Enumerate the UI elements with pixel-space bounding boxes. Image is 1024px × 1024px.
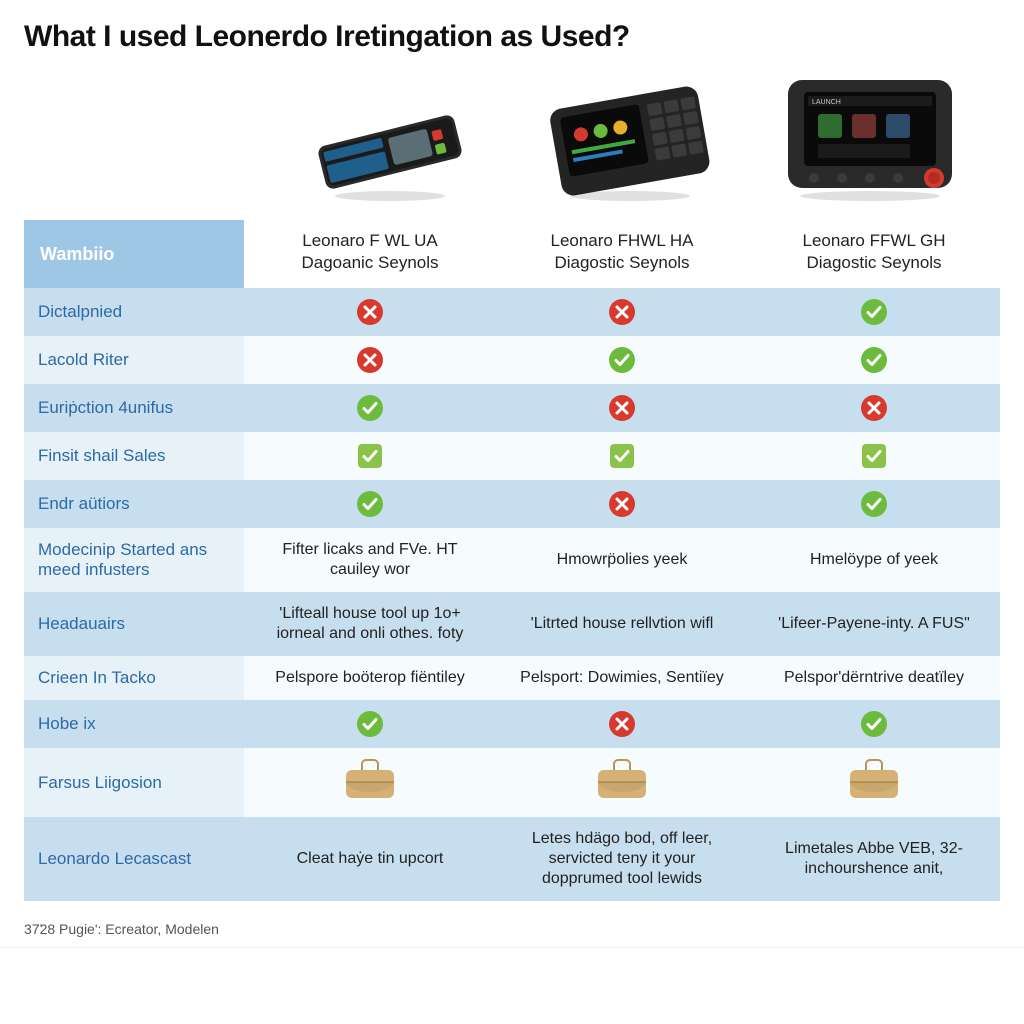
check-icon <box>608 346 636 374</box>
check-square-icon <box>608 442 636 470</box>
table-cell <box>496 288 748 336</box>
table-row: Crieen In TackoPelspore boöterop fiëntil… <box>24 656 1000 700</box>
table-row: Farsus Liigosion <box>24 748 1000 817</box>
row-label: Farsus Liigosion <box>24 748 244 817</box>
table-cell <box>748 336 1000 384</box>
product-image-ha <box>530 82 730 202</box>
check-icon <box>860 710 888 738</box>
table-cell <box>496 700 748 748</box>
table-row: Modecinip Started ans meed infustersFift… <box>24 528 1000 592</box>
product-image-ua <box>290 102 490 202</box>
table-cell <box>244 480 496 528</box>
table-cell <box>244 336 496 384</box>
table-cell <box>244 288 496 336</box>
table-cell: Pelspore boöterop fiëntiley <box>244 656 496 700</box>
check-icon <box>860 490 888 518</box>
table-cell <box>748 480 1000 528</box>
row-label: Hobe ix <box>24 700 244 748</box>
table-cell <box>748 700 1000 748</box>
check-square-icon <box>356 442 384 470</box>
table-cell <box>244 700 496 748</box>
table-row: Leonardo LecascastCleat haẏe tin upcortL… <box>24 817 1000 901</box>
table-row: Finsit shail Sales <box>24 432 1000 480</box>
table-cell <box>244 384 496 432</box>
x-icon <box>860 394 888 422</box>
table-cell <box>748 384 1000 432</box>
table-row: Euriṗction 4unifus <box>24 384 1000 432</box>
bag-icon <box>592 758 652 802</box>
table-cell: Pelspor'dërntrive deatïley <box>748 656 1000 700</box>
tablet-keypad-device-icon <box>535 82 725 202</box>
check-icon <box>860 346 888 374</box>
x-icon <box>608 710 636 738</box>
table-cell <box>496 384 748 432</box>
x-icon <box>608 298 636 326</box>
row-label: Endr aütiors <box>24 480 244 528</box>
bag-icon <box>844 758 904 802</box>
table-row: Dictalpnied <box>24 288 1000 336</box>
feature-column-header: Wambiio <box>24 220 244 288</box>
table-cell: Limetales Abbe VEB, 32- inchourshence an… <box>748 817 1000 901</box>
row-label: Finsit shail Sales <box>24 432 244 480</box>
comparison-table: Wambiio Leonaro F WL UA Dagoanic Seynols… <box>24 220 1000 901</box>
check-icon <box>356 490 384 518</box>
row-label: Dictalpnied <box>24 288 244 336</box>
table-cell: 'Litrted house rellvtion wifl <box>496 592 748 656</box>
tablet-large-device-icon: LAUNCH <box>770 72 970 202</box>
table-cell: 'Lifteall house tool up 1o+ iorneal and … <box>244 592 496 656</box>
check-icon <box>356 394 384 422</box>
table-row: Hobe ix <box>24 700 1000 748</box>
table-cell: Pelsport: Dowimies, Sentiïey <box>496 656 748 700</box>
table-cell <box>496 748 748 817</box>
row-label: Modecinip Started ans meed infusters <box>24 528 244 592</box>
x-icon <box>608 394 636 422</box>
table-cell <box>748 432 1000 480</box>
svg-text:LAUNCH: LAUNCH <box>812 99 841 106</box>
row-label: Euriṗction 4unifus <box>24 384 244 432</box>
check-icon <box>356 710 384 738</box>
table-cell <box>244 432 496 480</box>
table-cell: 'Lifeer-Payene-inty. A FUS" <box>748 592 1000 656</box>
table-row: Endr aütiors <box>24 480 1000 528</box>
table-cell <box>748 748 1000 817</box>
check-square-icon <box>860 442 888 470</box>
check-icon <box>860 298 888 326</box>
product-image-gh: LAUNCH <box>770 72 970 202</box>
x-icon <box>356 298 384 326</box>
table-cell <box>244 748 496 817</box>
table-cell <box>748 288 1000 336</box>
column-header-ua: Leonaro F WL UA Dagoanic Seynols <box>244 220 496 288</box>
row-label: Lacold Riter <box>24 336 244 384</box>
table-cell: Letes hdägo bod, off leer, servicted ten… <box>496 817 748 901</box>
row-label: Headauairs <box>24 592 244 656</box>
table-cell: Cleat haẏe tin upcort <box>244 817 496 901</box>
column-header-gh: Leonaro FFWL GH Diagostic Seynols <box>748 220 1000 288</box>
table-cell: Hmelöype of yeek <box>748 528 1000 592</box>
table-cell <box>496 480 748 528</box>
x-icon <box>608 490 636 518</box>
footer-text: 37̈28 Pugie': Ecreator, Modelen <box>0 911 1024 948</box>
table-cell: Fifter licaks and FVe. HT cauiley wor <box>244 528 496 592</box>
scanner-device-icon <box>305 102 475 202</box>
table-cell <box>496 432 748 480</box>
table-cell <box>496 336 748 384</box>
table-cell: Hmowrp̈olies yeek <box>496 528 748 592</box>
table-row: Headauairs'Lifteall house tool up 1o+ io… <box>24 592 1000 656</box>
page-title: What I used Leonerdo Iretingation as Use… <box>24 20 1000 54</box>
table-row: Lacold Riter <box>24 336 1000 384</box>
product-images-row: LAUNCH <box>24 72 1000 202</box>
x-icon <box>356 346 384 374</box>
row-label: Crieen In Tacko <box>24 656 244 700</box>
row-label: Leonardo Lecascast <box>24 817 244 901</box>
bag-icon <box>340 758 400 802</box>
column-header-ha: Leonaro FHWL HA Diagostic Seynols <box>496 220 748 288</box>
